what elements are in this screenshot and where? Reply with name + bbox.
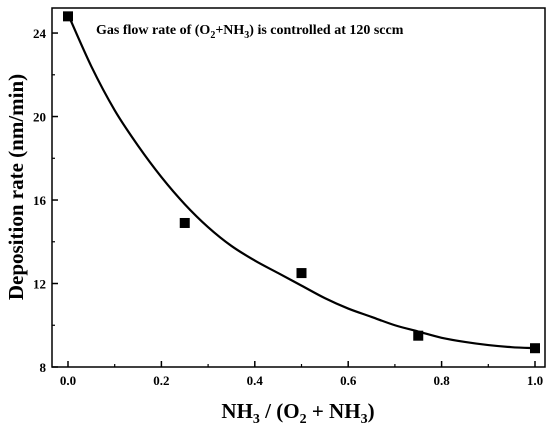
data-point xyxy=(63,11,73,22)
data-point xyxy=(179,217,190,228)
data-point xyxy=(413,330,424,341)
fit-curve xyxy=(66,13,536,350)
plot-frame xyxy=(51,7,546,368)
x-tick-label: 1.0 xyxy=(527,373,543,388)
x-axis-title: NH3 / (O2 + NH3) xyxy=(221,399,374,427)
x-tick-label: 0.2 xyxy=(153,373,169,388)
x-tick-label: 0.8 xyxy=(433,373,450,388)
x-axis-ticks: 0.0 0.2 0.4 0.6 0.8 1.0 xyxy=(60,361,543,388)
y-axis-title: Deposition rate (nm/min) xyxy=(4,74,28,300)
y-tick-label: 24 xyxy=(33,26,47,41)
data-points xyxy=(63,11,540,354)
data-point xyxy=(530,343,540,354)
y-tick-label: 16 xyxy=(33,193,47,208)
x-tick-label: 0.4 xyxy=(247,373,264,388)
y-tick-label: 8 xyxy=(40,360,47,375)
x-tick-label: 0.6 xyxy=(340,373,357,388)
chart-annotation: Gas flow rate of (O2+NH3) is controlled … xyxy=(96,23,404,41)
y-axis-ticks: 8 12 16 20 24 xyxy=(33,26,58,375)
y-tick-label: 12 xyxy=(33,277,46,292)
x-tick-label: 0.0 xyxy=(60,373,76,388)
data-point xyxy=(296,268,307,279)
y-tick-label: 20 xyxy=(33,110,46,125)
